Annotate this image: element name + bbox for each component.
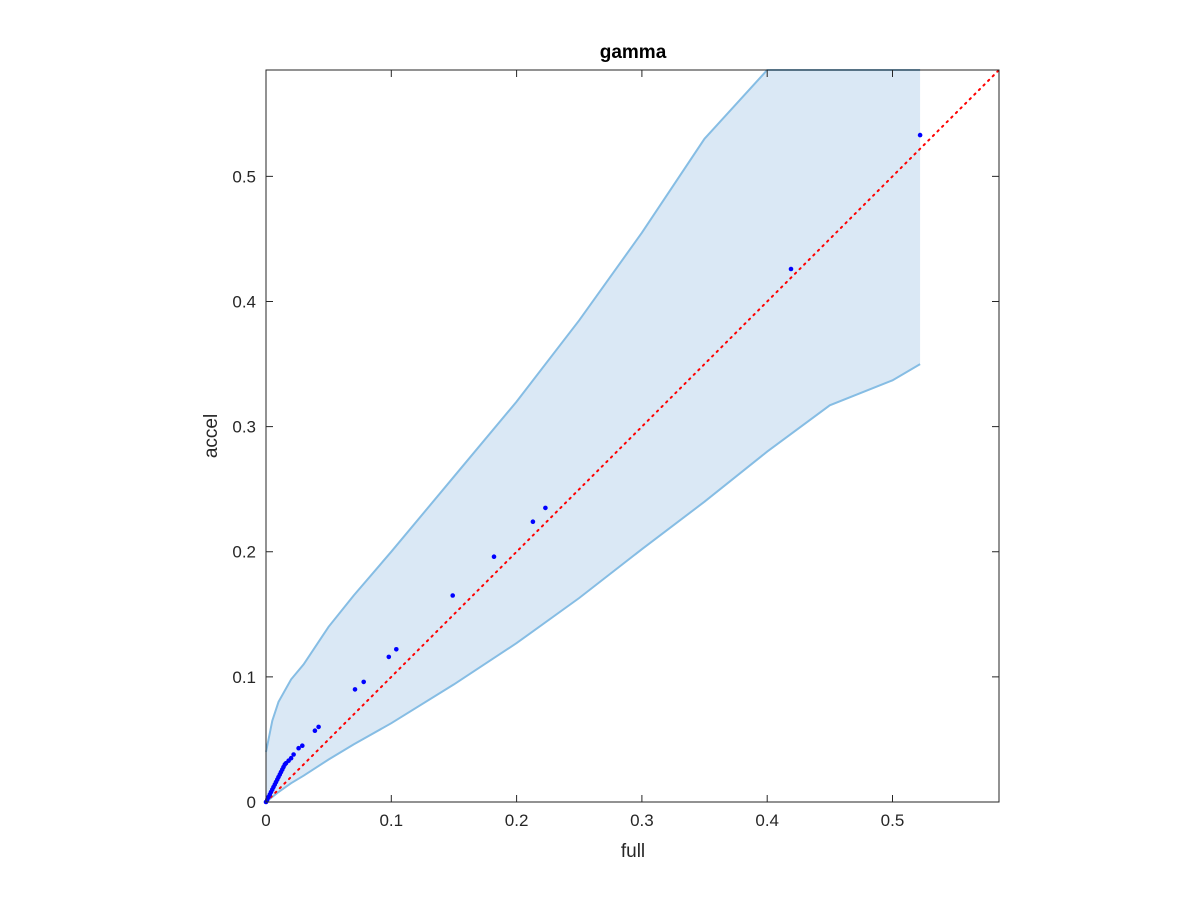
- axes-box: [265, 69, 1000, 803]
- data-point: [361, 679, 367, 685]
- x-tick-label: 0.3: [630, 811, 654, 830]
- data-point: [291, 752, 296, 757]
- plot-area: 0 0.1 0.2 0.3 0.4 0.5 0 0.1 0.2 0.3 0.4 0.5: [232, 69, 1000, 830]
- y-axis: 0 0.1 0.2 0.3 0.4 0.5: [232, 167, 999, 812]
- y-tick-label: 0: [247, 793, 256, 812]
- x-tick-label: 0.2: [505, 811, 529, 830]
- data-point: [300, 743, 305, 748]
- data-point: [450, 593, 456, 598]
- band-lower-edge: [265, 363, 921, 803]
- y-tick-label: 0.2: [232, 543, 256, 562]
- x-tick-label: 0.4: [755, 811, 779, 830]
- y-tick-label: 0.1: [232, 668, 256, 687]
- x-axis-label: full: [621, 841, 645, 862]
- x-tick-label: 0.5: [881, 811, 905, 830]
- x-tick-label: 0.1: [379, 811, 403, 830]
- y-tick-label: 0.5: [232, 167, 256, 186]
- y-tick-label: 0.4: [232, 292, 256, 311]
- data-point: [296, 745, 301, 751]
- data-point: [352, 687, 358, 692]
- x-axis: 0 0.1 0.2 0.3 0.4 0.5: [261, 70, 904, 830]
- data-point: [543, 505, 548, 511]
- data-point: [917, 132, 923, 138]
- data-points: [263, 132, 923, 805]
- band-fill: [266, 70, 921, 802]
- data-point: [530, 519, 536, 524]
- y-axis-label: accel: [201, 414, 222, 458]
- x-tick-label: 0: [261, 811, 270, 830]
- data-point: [788, 266, 794, 272]
- data-point: [394, 647, 399, 652]
- data-point: [491, 554, 497, 559]
- data-point: [312, 728, 318, 733]
- data-point: [316, 724, 321, 730]
- data-point: [288, 755, 294, 761]
- data-point: [386, 654, 392, 660]
- y-tick-label: 0.3: [232, 418, 256, 437]
- chart-title: gamma: [600, 42, 667, 63]
